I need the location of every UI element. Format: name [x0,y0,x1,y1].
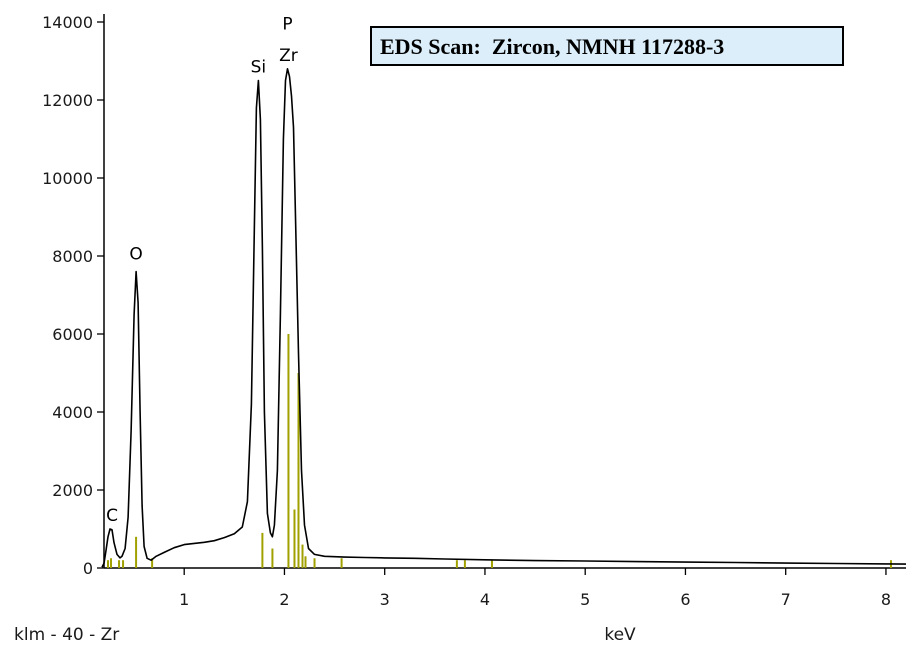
y-tick-label: 0 [83,559,93,578]
y-tick-label: 10000 [42,169,93,188]
detector-label: klm - 40 - Zr [14,625,119,645]
y-tick-label: 6000 [52,325,93,344]
y-ticks: 0 2000 4000 6000 8000 10000 12000 14000 [42,13,104,578]
x-tick-label: 4 [480,590,490,609]
x-tick-label: 2 [279,590,289,609]
x-tick-label: 8 [881,590,891,609]
y-tick-label: 4000 [52,403,93,422]
x-tick-label: 6 [680,590,690,609]
spectrum-line [101,68,906,568]
x-tick-label: 7 [781,590,791,609]
y-tick-label: 8000 [52,247,93,266]
peak-label-c: C [106,506,118,526]
x-tick-label: 1 [179,590,189,609]
x-axis-label: keV [604,625,636,645]
x-axis: 1 2 3 4 5 6 7 8 [104,567,906,609]
y-tick-label: 12000 [42,91,93,110]
peak-label-zr: Zr [279,46,298,66]
y-tick-label: 2000 [52,481,93,500]
x-tick-label: 3 [380,590,390,609]
y-tick-label: 14000 [42,13,93,32]
x-tick-label: 5 [580,590,590,609]
peak-label-p: P [282,15,292,35]
y-axis: 0 2000 4000 6000 8000 10000 12000 14000 [42,13,105,578]
element-markers [107,334,892,568]
peak-label-si: Si [251,58,267,78]
peak-labels: C O Si Zr P [106,15,298,526]
peak-label-o: O [129,245,142,265]
chart-title: EDS Scan: Zircon, NMNH 117288-3 [370,26,844,66]
x-ticks: 1 2 3 4 5 6 7 8 [179,568,891,609]
